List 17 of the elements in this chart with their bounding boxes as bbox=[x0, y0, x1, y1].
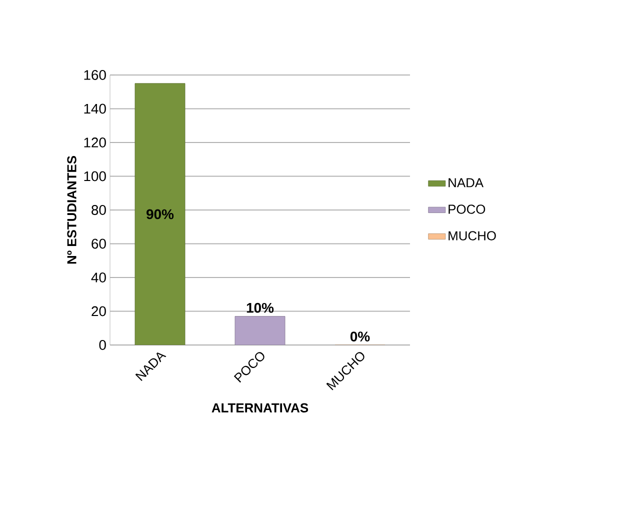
y-tick-label: 100 bbox=[84, 171, 106, 182]
y-tick-label: 0 bbox=[99, 340, 106, 350]
y-tick-label: 140 bbox=[84, 104, 106, 114]
text: 0% bbox=[350, 332, 370, 342]
y-tick-label: 20 bbox=[92, 306, 106, 316]
y-tick-label: 60 bbox=[92, 238, 106, 249]
x-axis-title: ALTERNATIVAS bbox=[212, 403, 308, 412]
legend-label: NADA bbox=[448, 178, 484, 188]
legend-label: POCO bbox=[448, 204, 486, 214]
y-tick-label: 80 bbox=[92, 205, 106, 215]
text: 10% bbox=[246, 302, 274, 313]
legend-label: MUCHO bbox=[448, 231, 496, 240]
y-axis-title: Nº ESTUDIANTES bbox=[67, 156, 76, 264]
y-tick-label: 160 bbox=[84, 70, 106, 80]
text: 90% bbox=[146, 209, 174, 220]
y-tick-label: 40 bbox=[91, 272, 106, 282]
y-tick-label: 120 bbox=[84, 138, 106, 148]
